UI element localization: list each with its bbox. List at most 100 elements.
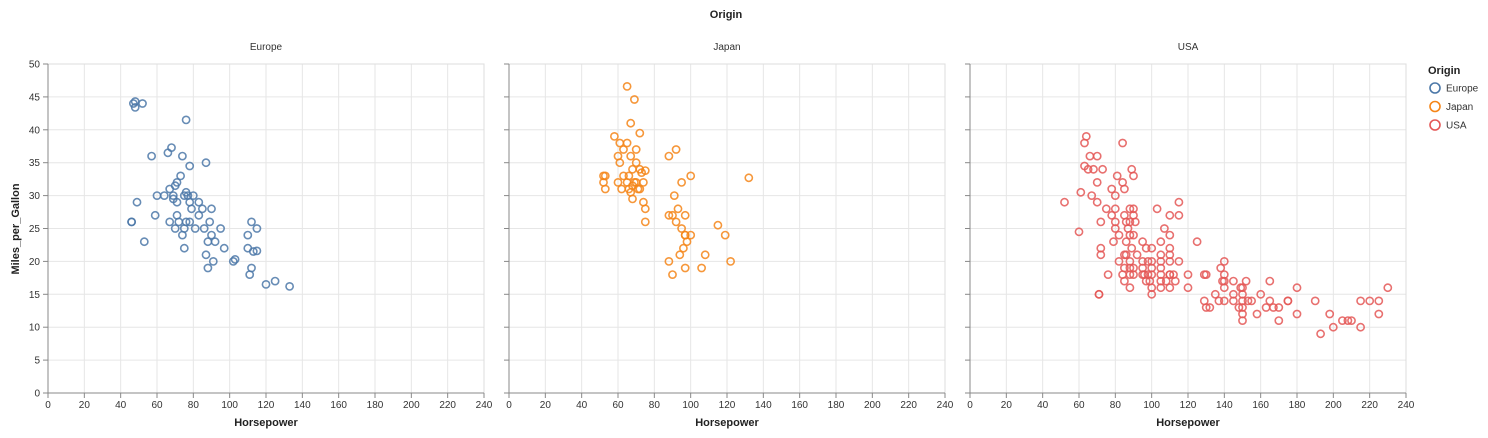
data-point-usa	[1129, 263, 1138, 273]
data-point-europe	[270, 276, 280, 286]
x-axis-title-usa: Horsepower	[1156, 417, 1220, 429]
y-tick-label: 10	[29, 323, 41, 334]
data-point-japan	[631, 145, 641, 154]
data-point-europe	[172, 197, 182, 207]
data-point-europe	[194, 210, 204, 220]
x-tick-label: 80	[188, 400, 200, 411]
x-tick-label: 140	[755, 400, 772, 411]
y-tick-label: 50	[29, 60, 41, 71]
data-point-usa	[1147, 243, 1157, 253]
x-tick-label: 160	[791, 400, 808, 411]
data-point-usa	[1129, 230, 1138, 240]
data-point-japan	[630, 95, 639, 104]
data-point-europe	[159, 191, 169, 200]
data-point-usa	[1109, 237, 1118, 247]
x-tick-label: 0	[506, 400, 512, 411]
data-point-japan	[600, 184, 610, 194]
data-point-usa	[1152, 204, 1162, 214]
x-tick-label: 120	[719, 400, 736, 411]
y-tick-label: 45	[29, 92, 41, 103]
data-point-usa	[1125, 230, 1135, 240]
data-point-japan	[713, 220, 723, 230]
data-point-usa	[1138, 237, 1147, 247]
x-tick-label: 220	[439, 400, 456, 411]
data-point-japan	[619, 145, 628, 154]
data-point-usa	[1219, 256, 1229, 266]
data-point-usa	[1060, 197, 1069, 207]
x-tick-label: 240	[1398, 400, 1415, 411]
data-point-europe	[203, 263, 213, 273]
data-point-europe	[285, 281, 294, 291]
data-point-usa	[1219, 296, 1229, 306]
data-point-europe	[130, 103, 140, 112]
data-point-europe	[168, 191, 178, 200]
data-point-europe	[165, 217, 175, 227]
data-point-usa	[1325, 309, 1335, 319]
data-point-usa	[1083, 164, 1093, 174]
data-point-usa	[1229, 296, 1238, 306]
data-point-europe	[181, 115, 191, 125]
data-point-usa	[1238, 283, 1247, 293]
data-point-usa	[1121, 250, 1131, 260]
data-point-usa	[1120, 184, 1129, 194]
facet-title-europe: Europe	[250, 42, 283, 53]
data-point-usa	[1101, 204, 1111, 214]
legend-title: Origin	[1428, 65, 1461, 77]
data-point-usa	[1127, 243, 1137, 253]
x-tick-label: 60	[151, 400, 163, 411]
data-point-usa	[1356, 322, 1365, 332]
data-point-usa	[1165, 230, 1175, 240]
data-point-japan	[679, 243, 688, 253]
data-point-europe	[230, 254, 240, 264]
data-point-japan	[664, 256, 674, 266]
x-tick-label: 60	[612, 400, 624, 411]
data-point-usa	[1132, 250, 1142, 260]
data-point-usa	[1087, 191, 1097, 200]
y-tick-label: 35	[29, 158, 41, 169]
data-point-usa	[1201, 303, 1211, 312]
data-point-japan	[613, 177, 623, 187]
legend-label-japan: Japan	[1446, 102, 1473, 113]
x-axis-title-japan: Horsepower	[695, 417, 759, 429]
x-tick-label: 220	[900, 400, 917, 411]
data-point-europe	[177, 151, 187, 161]
y-tick-label: 5	[34, 356, 40, 367]
data-point-europe	[132, 197, 142, 207]
data-point-europe	[194, 197, 204, 207]
data-point-usa	[1130, 217, 1140, 227]
y-tick-label: 25	[29, 224, 41, 235]
x-tick-label: 180	[1289, 400, 1306, 411]
data-point-usa	[1174, 256, 1184, 266]
data-point-europe	[207, 204, 216, 214]
data-point-usa	[1219, 276, 1229, 286]
data-point-japan	[697, 263, 706, 273]
data-point-usa	[1107, 184, 1117, 194]
data-point-usa	[1192, 237, 1202, 247]
data-point-europe	[147, 151, 156, 161]
data-point-usa	[1174, 197, 1184, 207]
data-point-usa	[1265, 276, 1275, 286]
data-point-japan	[626, 151, 636, 161]
x-tick-label: 40	[576, 400, 588, 411]
data-point-usa	[1274, 303, 1284, 312]
data-point-japan	[635, 184, 645, 194]
x-tick-label: 120	[1180, 400, 1197, 411]
data-point-japan	[615, 158, 625, 168]
data-point-japan	[726, 256, 735, 266]
data-point-usa	[1283, 296, 1293, 306]
x-tick-label: 220	[1361, 400, 1378, 411]
data-point-europe	[219, 243, 229, 253]
data-point-europe	[176, 171, 185, 181]
data-point-usa	[1347, 316, 1356, 325]
data-point-usa	[1156, 283, 1166, 293]
data-point-usa	[1141, 243, 1151, 253]
facet-europe: 0 20 40 60 80 100 120 140 160 180 200 220 240 0 5 10 15 2…	[29, 60, 493, 412]
legend: Origin Europe Japan USA	[1428, 65, 1479, 132]
data-point-usa	[1114, 230, 1124, 240]
data-point-japan	[664, 210, 674, 220]
data-point-europe	[201, 250, 211, 260]
data-point-japan	[669, 191, 679, 200]
data-point-usa	[1165, 270, 1175, 279]
data-point-usa	[1292, 309, 1302, 319]
data-point-japan	[619, 171, 628, 181]
